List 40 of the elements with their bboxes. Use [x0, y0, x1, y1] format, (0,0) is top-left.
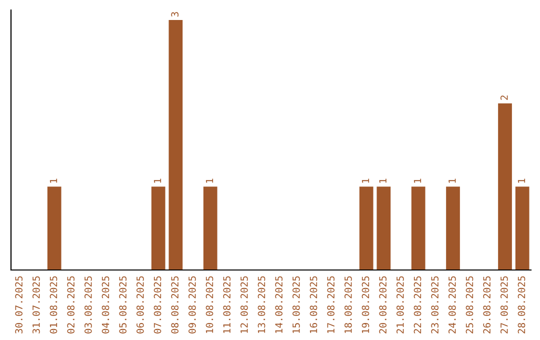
- data-label: 2: [500, 96, 508, 100]
- x-tick-label: 22.08.2025: [414, 276, 422, 334]
- x-tick-label: 15.08.2025: [292, 276, 300, 333]
- x-tick-label: 20.08.2025: [379, 276, 387, 334]
- x-tick-label: 07.08.2025: [154, 276, 162, 334]
- x-tick-label: 03.08.2025: [84, 276, 92, 334]
- x-tick-label: 30.07.2025: [15, 276, 23, 334]
- x-tick-label: 04.08.2025: [102, 276, 110, 334]
- x-tick-label: 31.07.2025: [32, 276, 40, 334]
- data-label: 1: [206, 178, 214, 183]
- x-tick-label: 26.08.2025: [483, 276, 491, 334]
- x-tick-label: 10.08.2025: [206, 276, 214, 333]
- x-tick-label: 16.08.2025: [310, 276, 318, 333]
- data-label: 1: [414, 178, 422, 183]
- data-label: 1: [518, 178, 526, 183]
- data-label: 1: [362, 178, 370, 183]
- x-tick-label: 14.08.2025: [275, 276, 283, 333]
- x-tick-label: 23.08.2025: [431, 276, 439, 334]
- x-tick-label: 06.08.2025: [136, 276, 144, 334]
- data-label: 3: [171, 12, 179, 17]
- x-tick-label: 02.08.2025: [67, 276, 75, 334]
- x-tick-label: 17.08.2025: [327, 276, 335, 333]
- x-tick-label: 09.08.2025: [188, 276, 196, 334]
- x-tick-label: 28.08.2025: [518, 276, 526, 334]
- x-tick-label: 12.08.2025: [240, 276, 248, 333]
- data-label: 1: [50, 178, 58, 183]
- x-tick-label: 01.08.2025: [50, 276, 58, 334]
- x-tick-label: 21.08.2025: [396, 276, 404, 334]
- data-label: 1: [448, 178, 456, 183]
- x-tick-label: 05.08.2025: [119, 276, 127, 334]
- x-tick-label: 11.08.2025: [223, 276, 231, 333]
- x-tick-label: 19.08.2025: [362, 276, 370, 333]
- x-tick-label: 25.08.2025: [466, 276, 474, 334]
- x-tick-label: 08.08.2025: [171, 276, 179, 334]
- x-tick-label: 24.08.2025: [448, 276, 456, 334]
- x-tick-label: 27.08.2025: [500, 276, 508, 334]
- x-tick-label: 18.08.2025: [344, 276, 352, 333]
- data-label: 1: [154, 178, 162, 183]
- data-label: 1: [379, 178, 386, 183]
- x-tick-label: 13.08.2025: [258, 276, 266, 333]
